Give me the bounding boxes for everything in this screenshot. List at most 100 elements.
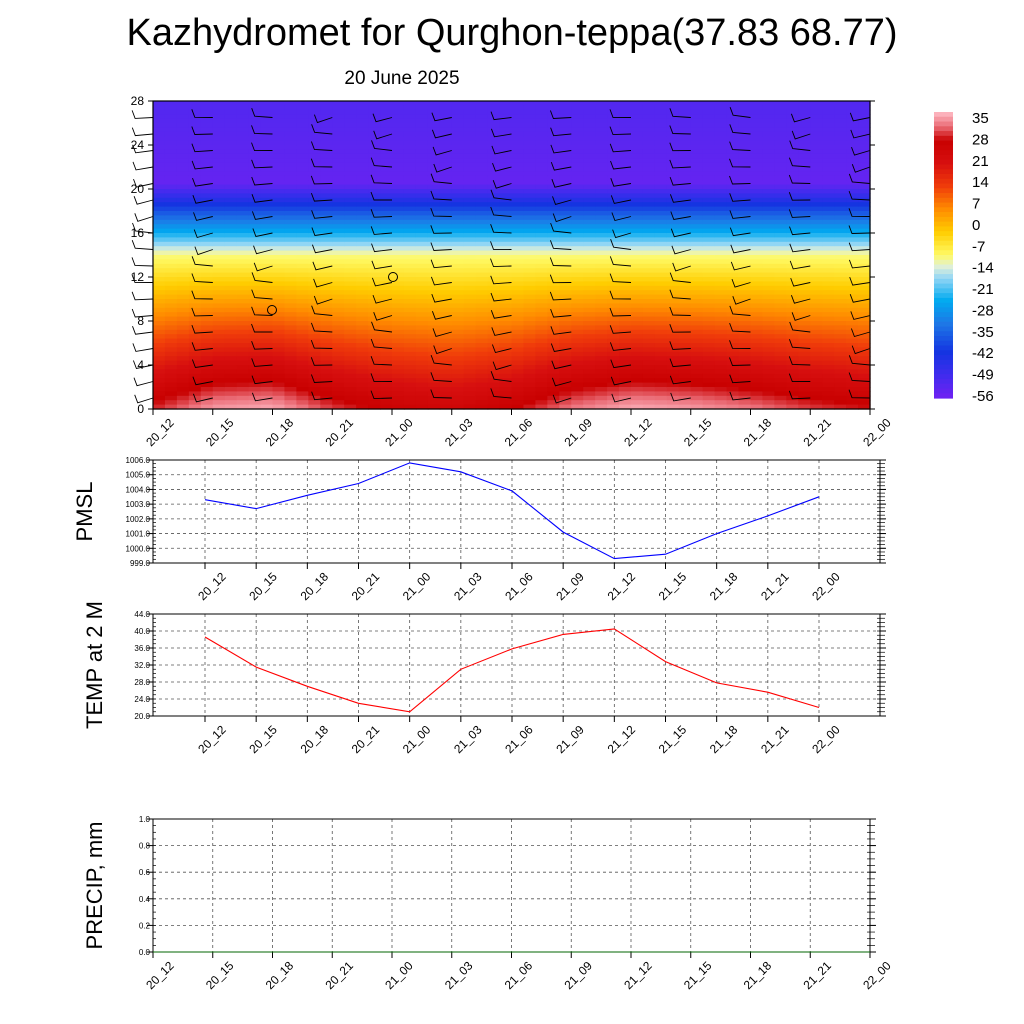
x-tick-label: 21_03 [451, 569, 485, 603]
colorbar-label: -7 [972, 238, 985, 255]
y-tick-label: 28.0 [134, 678, 150, 687]
precip-panel: 0.0 0.2 0.4 0.6 0.8 1.0 20_12 20_15 20_18 20_21 21… [82, 815, 894, 992]
colorbar-label: -21 [972, 281, 994, 298]
y-tick-label: 8 [137, 314, 144, 328]
x-tick-label: 21_03 [451, 722, 485, 756]
y-tick-label: 24.0 [134, 695, 150, 704]
x-tick-label: 21_00 [400, 569, 434, 603]
y-tick-label: 40.0 [134, 627, 150, 636]
x-tick-label: 21_00 [382, 958, 416, 992]
chart-title: Kazhydromet for Qurghon-teppa(37.83 68.7… [126, 12, 898, 54]
y-axis-label: PMSL [72, 482, 97, 542]
x-tick-label: 20_15 [203, 958, 237, 992]
colorbar-label: 21 [972, 153, 989, 170]
y-tick-label: 0.0 [139, 948, 151, 957]
colorbar [934, 112, 953, 399]
panel-frame [152, 613, 881, 717]
temperature-heatmap [153, 101, 871, 410]
x-tick-label: 22_00 [860, 415, 894, 449]
x-tick-label: 21_18 [741, 958, 775, 992]
colorbar-label: -28 [972, 302, 994, 319]
x-tick-label: 20_12 [195, 722, 229, 756]
y-tick-label: 12 [131, 270, 145, 284]
x-tick-label: 21_00 [400, 722, 434, 756]
y-tick-label: 0.8 [139, 842, 151, 851]
x-tick-label: 21_09 [561, 415, 595, 449]
x-tick-label: 21_03 [442, 958, 476, 992]
x-tick-label: 21_03 [442, 415, 476, 449]
x-tick-label: 21_15 [681, 958, 715, 992]
chart-subtitle: 20 June 2025 [344, 68, 460, 89]
x-tick-label: 20_18 [263, 958, 297, 992]
y-tick-label: 0.4 [139, 895, 151, 904]
x-tick-label: 21_09 [561, 958, 595, 992]
y-tick-label: 1006.0 [126, 456, 151, 465]
x-tick-label: 20_21 [349, 722, 383, 756]
y-tick-label: 0.6 [139, 868, 151, 877]
y-tick-label: 999.0 [130, 559, 151, 568]
x-tick-label: 22_00 [809, 569, 843, 603]
colorbar-label: 0 [972, 217, 980, 234]
x-tick-label: 20_15 [246, 569, 280, 603]
y-tick-label: 24 [131, 138, 145, 152]
y-tick-label: 36.0 [134, 644, 150, 653]
y-tick-label: 20.0 [134, 712, 150, 721]
x-tick-label: 21_21 [800, 958, 834, 992]
x-tick-label: 20_12 [195, 569, 229, 603]
x-tick-label: 20_15 [203, 415, 237, 449]
x-tick-label: 20_21 [322, 415, 356, 449]
x-tick-label: 21_09 [553, 569, 587, 603]
wind-barbs [131, 107, 871, 404]
x-tick-label: 20_18 [263, 415, 297, 449]
x-tick-label: 21_06 [502, 415, 536, 449]
colorbar-label: 7 [972, 196, 980, 213]
x-tick-label: 21_15 [656, 722, 690, 756]
x-tick-label: 20_12 [143, 958, 177, 992]
x-tick-label: 21_12 [605, 722, 639, 756]
x-tick-label: 20_12 [143, 415, 177, 449]
colorbar-label: 35 [972, 110, 989, 127]
x-tick-label: 21_09 [553, 722, 587, 756]
x-tick-label: 22_00 [809, 722, 843, 756]
y-tick-label: 0.2 [139, 921, 151, 930]
x-tick-label: 20_18 [298, 722, 332, 756]
x-tick-label: 21_06 [502, 722, 536, 756]
y-tick-label: 1004.0 [126, 485, 151, 494]
colorbar-label: -49 [972, 367, 994, 384]
x-tick-label: 21_15 [681, 415, 715, 449]
x-tick-label: 21_06 [502, 958, 536, 992]
y-tick-label: 1005.0 [126, 471, 151, 480]
pmsl-panel: 999.0 1000.0 1001.0 1002.0 1003.0 1004.0 1005.… [72, 456, 886, 603]
colorbar-label: 28 [972, 131, 989, 148]
y-tick-label: 4 [137, 358, 144, 372]
y-axis-label: PRECIP, mm [82, 822, 107, 950]
y-tick-label: 1.0 [139, 815, 151, 824]
calm-circle [388, 272, 398, 282]
x-tick-label: 21_12 [621, 415, 655, 449]
x-tick-label: 21_00 [382, 415, 416, 449]
x-tick-label: 21_06 [502, 569, 536, 603]
y-tick-label: 32.0 [134, 661, 150, 670]
x-tick-label: 21_21 [758, 569, 792, 603]
colorbar-label: 14 [972, 174, 989, 191]
y-tick-label: 1000.0 [126, 544, 151, 553]
colorbar-label: -42 [972, 345, 994, 362]
colorbar-label: -14 [972, 260, 994, 277]
x-tick-label: 20_18 [298, 569, 332, 603]
y-tick-label: 1003.0 [126, 500, 151, 509]
x-tick-label: 20_21 [349, 569, 383, 603]
y-tick-label: 0 [137, 402, 144, 416]
temp2m-panel: 20.0 24.0 28.0 32.0 36.0 40.0 44.0 20_12 20_15 20… [82, 601, 886, 756]
y-tick-label: 1002.0 [126, 515, 151, 524]
colorbar-label: -35 [972, 324, 994, 341]
panel-frame [152, 459, 881, 564]
x-tick-label: 22_00 [860, 958, 894, 992]
x-tick-label: 21_18 [741, 415, 775, 449]
x-tick-label: 20_15 [246, 722, 280, 756]
x-tick-label: 21_18 [707, 569, 741, 603]
x-tick-label: 21_15 [656, 569, 690, 603]
calm-circle [267, 305, 277, 315]
x-tick-label: 20_21 [322, 958, 356, 992]
